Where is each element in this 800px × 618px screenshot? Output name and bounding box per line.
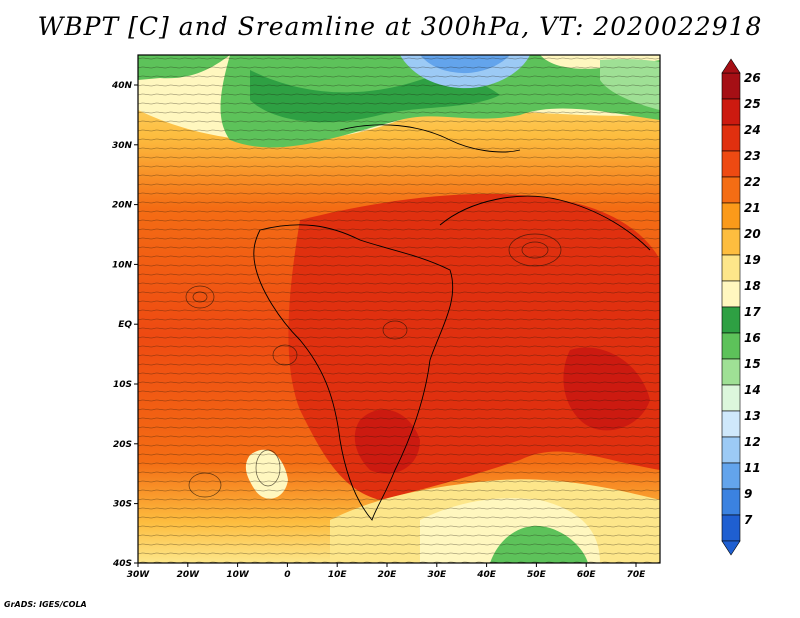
- colorbar-label-24: 24: [744, 123, 761, 137]
- colorbar: 26 25 24 23 22 21 20 19 18 17 16 15 14 13 12 11 9 7: [721, 58, 761, 556]
- colorbar-label-16: 16: [744, 331, 761, 345]
- longitude-labels: 30W 20W 10W 0 10E 20E 30E 40E 50E 60E 70E: [127, 563, 646, 580]
- colorbar-segment: [721, 358, 741, 386]
- grads-credit: GrADS: IGES/COLA: [4, 600, 87, 609]
- colorbar-segment: [721, 124, 741, 152]
- colorbar-segment: [721, 228, 741, 256]
- colorbar-label-22: 22: [744, 175, 761, 189]
- colorbar-segment: [721, 514, 741, 542]
- lat-label-40S: 40S: [112, 559, 132, 569]
- lon-label-40E: 40E: [476, 570, 497, 580]
- lat-label-30N: 30N: [112, 141, 133, 151]
- colorbar-label-19: 19: [744, 253, 761, 267]
- lat-label-EQ: EQ: [118, 320, 132, 330]
- colorbar-segment: [721, 332, 741, 360]
- lat-label-20S: 20S: [113, 440, 132, 450]
- colorbar-label-9: 9: [744, 487, 752, 501]
- lat-label-40N: 40N: [111, 81, 133, 91]
- colorbar-label-25: 25: [744, 97, 761, 111]
- colorbar-segment: [721, 436, 741, 464]
- colorbar-segment: [721, 488, 741, 516]
- colorbar-segment: [721, 176, 741, 204]
- lon-label-20E: 20E: [378, 570, 398, 580]
- colorbar-label-26: 26: [744, 71, 761, 85]
- colorbar-segment: [721, 462, 741, 490]
- colorbar-label-20: 20: [744, 227, 761, 241]
- colorbar-segment: [721, 72, 741, 100]
- colorbar-segment: [721, 254, 741, 282]
- colorbar-label-14: 14: [744, 383, 761, 397]
- lon-label-30E: 30E: [427, 570, 447, 580]
- colorbar-segment: [721, 202, 741, 230]
- colorbar-segment: [721, 384, 741, 412]
- colorbar-label-12: 12: [744, 435, 761, 449]
- lon-label-10E: 10E: [328, 570, 348, 580]
- latitude-labels: 40N 30N 20N 10N EQ 10S 20S 30S 40S: [111, 81, 138, 569]
- lat-label-10S: 10S: [113, 380, 132, 390]
- lon-label-60E: 60E: [577, 570, 597, 580]
- colorbar-segment: [721, 410, 741, 438]
- vortices: [185, 233, 562, 498]
- lon-label-30W: 30W: [127, 570, 151, 580]
- colorbar-label-23: 23: [744, 149, 761, 163]
- colorbar-label-18: 18: [744, 279, 761, 293]
- lon-label-0: 0: [284, 570, 290, 580]
- colorbar-label-21: 21: [744, 201, 761, 215]
- lon-label-50E: 50E: [527, 570, 547, 580]
- plot-frame: [137, 54, 661, 564]
- temperature-field: [138, 55, 660, 563]
- colorbar-bottom-arrow: [721, 540, 741, 556]
- coastlines: [253, 124, 651, 521]
- chart-title: WBPT [C] and Sreamline at 300hPa, VT: 20…: [37, 12, 763, 41]
- colorbar-label-7: 7: [744, 513, 753, 527]
- lon-label-70E: 70E: [627, 570, 647, 580]
- colorbar-segment: [721, 280, 741, 308]
- colorbar-segment: [721, 98, 741, 126]
- lat-label-30S: 30S: [113, 500, 132, 510]
- colorbar-top-arrow: [721, 58, 741, 74]
- lon-label-20W: 20W: [177, 570, 201, 580]
- lon-label-10W: 10W: [226, 570, 250, 580]
- streamlines: [138, 55, 660, 563]
- colorbar-label-13: 13: [744, 409, 761, 423]
- colorbar-segment: [721, 150, 741, 178]
- lat-label-20N: 20N: [112, 201, 133, 211]
- lat-label-10N: 10N: [112, 260, 133, 270]
- colorbar-label-17: 17: [744, 305, 761, 319]
- colorbar-segment: [721, 306, 741, 334]
- colorbar-label-11: 11: [744, 461, 761, 475]
- colorbar-label-15: 15: [744, 357, 761, 371]
